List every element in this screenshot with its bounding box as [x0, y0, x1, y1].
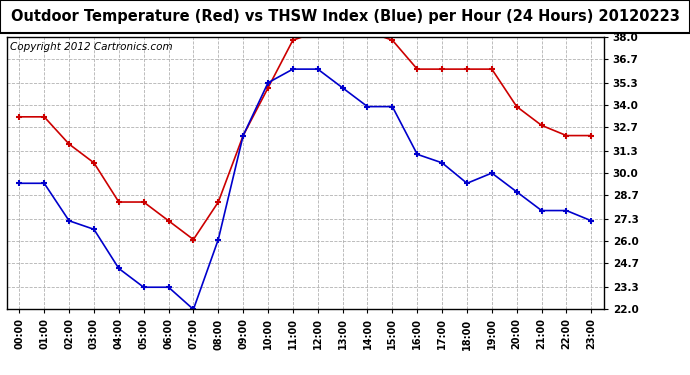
Text: Outdoor Temperature (Red) vs THSW Index (Blue) per Hour (24 Hours) 20120223: Outdoor Temperature (Red) vs THSW Index … — [10, 9, 680, 24]
Text: Outdoor Temperature (Red) vs THSW Index (Blue) per Hour (24 Hours) 20120223: Outdoor Temperature (Red) vs THSW Index … — [10, 9, 680, 24]
Text: Copyright 2012 Cartronics.com: Copyright 2012 Cartronics.com — [10, 42, 172, 52]
